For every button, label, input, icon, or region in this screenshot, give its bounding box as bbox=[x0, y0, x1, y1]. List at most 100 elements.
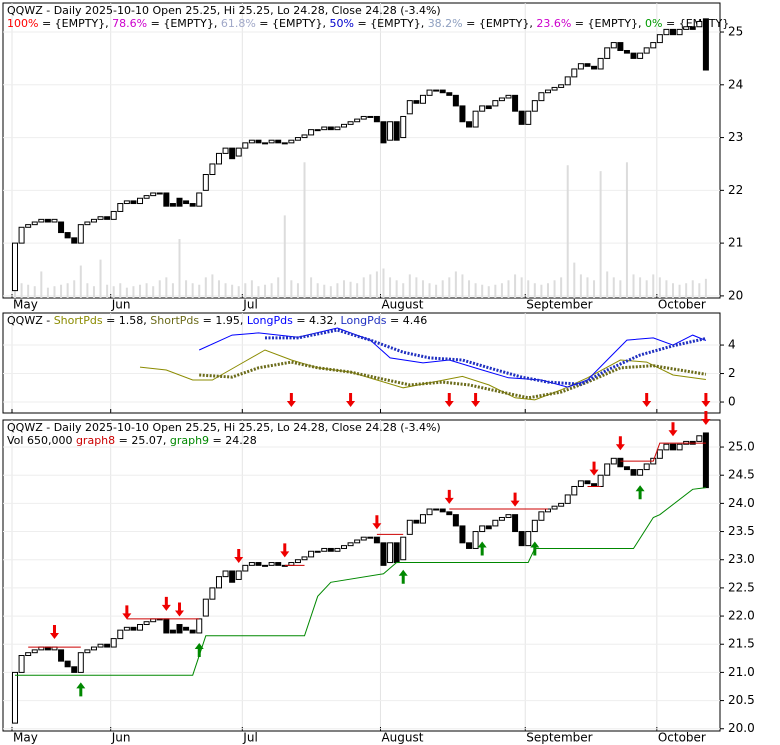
candle bbox=[512, 514, 519, 533]
header-segment: 78.6% bbox=[112, 17, 147, 30]
volume-bar bbox=[678, 284, 681, 298]
candle bbox=[176, 197, 183, 207]
volume-bar bbox=[500, 283, 503, 298]
volume-bar bbox=[645, 280, 648, 298]
header-segment: = {EMPTY}, bbox=[463, 17, 537, 30]
candle bbox=[84, 649, 91, 654]
candle bbox=[104, 216, 111, 220]
x-tick-label: May bbox=[13, 731, 38, 745]
header-segment: 100% bbox=[7, 17, 38, 30]
down-arrow bbox=[589, 461, 599, 476]
volume-bar bbox=[382, 268, 385, 298]
volume-bar bbox=[211, 274, 214, 298]
volume-bar bbox=[402, 283, 405, 298]
candle bbox=[110, 210, 117, 220]
volume-bar bbox=[165, 277, 168, 298]
x-tick-label: October bbox=[658, 731, 706, 745]
candle bbox=[248, 139, 255, 144]
candle bbox=[341, 545, 347, 549]
volume-bar bbox=[435, 284, 438, 298]
candle bbox=[209, 163, 216, 176]
candle bbox=[308, 129, 315, 136]
candle bbox=[459, 525, 466, 544]
volume-bar bbox=[514, 274, 517, 298]
candle bbox=[334, 126, 341, 131]
y-tick-label: 2 bbox=[728, 366, 736, 380]
candle bbox=[373, 536, 380, 544]
candle bbox=[466, 121, 473, 128]
up-arrow bbox=[76, 682, 86, 697]
candle bbox=[597, 57, 604, 70]
candle bbox=[18, 655, 25, 673]
header-segment: = 4.32, bbox=[293, 314, 341, 327]
x-tick-label: Jun bbox=[111, 298, 131, 312]
x-tick-label: Jun bbox=[111, 731, 131, 745]
candle bbox=[229, 147, 236, 160]
candle bbox=[25, 652, 32, 657]
candle bbox=[90, 218, 97, 223]
volume-bar bbox=[132, 286, 135, 298]
volume-bar bbox=[553, 280, 556, 298]
x-tick-label: September bbox=[526, 731, 592, 745]
indicator-line bbox=[28, 442, 706, 648]
volume-bar bbox=[79, 265, 82, 298]
candle bbox=[31, 649, 38, 654]
volume-bar bbox=[277, 277, 280, 298]
header-segment: 0% bbox=[645, 17, 662, 30]
candle bbox=[360, 115, 367, 120]
candle bbox=[577, 63, 584, 70]
down-arrow bbox=[122, 605, 132, 620]
candle bbox=[189, 203, 196, 207]
indicator-line bbox=[265, 328, 707, 386]
candle bbox=[426, 508, 433, 516]
candle bbox=[531, 100, 538, 112]
candle bbox=[419, 514, 426, 524]
y-tick-label: 22.0 bbox=[728, 609, 755, 623]
volume-bar bbox=[599, 171, 602, 298]
volume-bar bbox=[468, 280, 471, 298]
header-segment: = {EMPTY}, bbox=[571, 17, 645, 30]
volume-bar bbox=[99, 259, 102, 298]
candle bbox=[400, 115, 407, 139]
volume-bar bbox=[66, 283, 69, 298]
x-tick-label: May bbox=[13, 298, 38, 312]
candle bbox=[689, 26, 696, 30]
candle bbox=[498, 516, 505, 521]
volume-bar bbox=[454, 271, 457, 298]
candle bbox=[25, 224, 32, 228]
candle bbox=[143, 195, 150, 199]
candle bbox=[255, 139, 262, 144]
candle bbox=[242, 564, 249, 572]
candle bbox=[564, 76, 571, 86]
volume-bar bbox=[527, 280, 530, 298]
candle bbox=[663, 443, 670, 451]
volume-bar bbox=[665, 280, 668, 298]
volume-bar bbox=[356, 283, 359, 298]
candle bbox=[156, 192, 163, 195]
volume-bar bbox=[481, 284, 484, 298]
volume-bar bbox=[632, 274, 635, 298]
volume-bar bbox=[579, 274, 582, 298]
volume-bar bbox=[40, 271, 43, 298]
candle bbox=[433, 89, 440, 92]
volume-bar bbox=[224, 283, 227, 298]
down-arrow bbox=[510, 492, 520, 507]
candle bbox=[479, 525, 486, 533]
candle bbox=[64, 660, 71, 668]
header-segment: QQWZ - bbox=[7, 314, 54, 327]
header-segment: = 1.95, bbox=[199, 314, 247, 327]
volume-bar bbox=[566, 165, 569, 298]
candle bbox=[327, 126, 334, 131]
panel-header: Vol 650,000 graph8 = 25.07, graph9 = 24.… bbox=[7, 434, 257, 447]
candle bbox=[643, 47, 650, 54]
volume-bar bbox=[336, 283, 339, 298]
volume-bar bbox=[125, 287, 128, 298]
candle bbox=[71, 237, 78, 244]
candle bbox=[406, 100, 413, 115]
candle bbox=[77, 224, 84, 244]
candle bbox=[393, 542, 400, 564]
candle bbox=[637, 469, 644, 476]
y-tick-label: 20.5 bbox=[728, 693, 755, 707]
candle bbox=[670, 443, 676, 451]
